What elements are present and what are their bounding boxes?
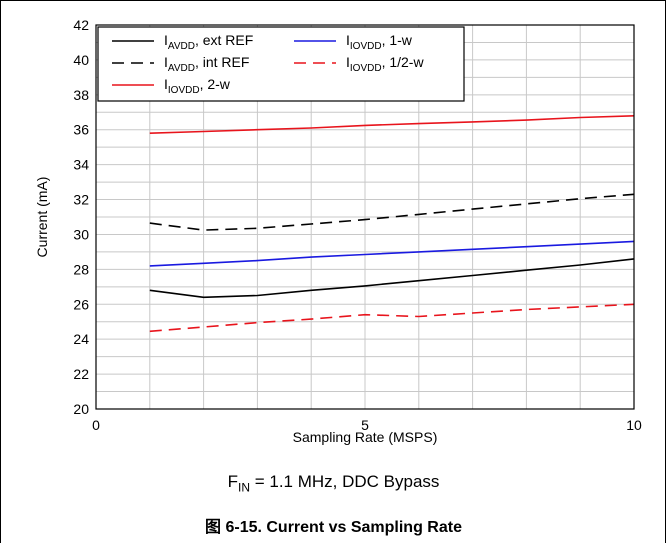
y-tick-label: 38	[73, 87, 89, 103]
y-tick-label: 32	[73, 192, 89, 208]
series-line-3	[149, 115, 635, 134]
x-tick-label: 10	[626, 417, 642, 433]
y-tick-label: 24	[73, 331, 89, 347]
y-tick-label: 20	[73, 401, 89, 417]
x-tick-label: 5	[361, 417, 369, 433]
plot-area	[95, 24, 635, 410]
x-axis-label: Sampling Rate (MSPS)	[293, 429, 438, 445]
test-condition: FIN = 1.1 MHz, DDC Bypass	[227, 472, 440, 495]
series-line-2	[149, 193, 635, 231]
legend-label: IIOVDD, 1-w	[346, 32, 413, 52]
legend-label: IAVDD, int REF	[164, 54, 249, 74]
series-line-5	[149, 303, 635, 333]
y-tick-label: 30	[73, 226, 89, 242]
series-line-1	[149, 258, 635, 299]
tick-labels: 20 22 24 26 28 30 32 34 36 38 40 42 0 5 10	[73, 17, 642, 433]
series-layer	[149, 115, 635, 333]
x-tick-label: 0	[92, 417, 100, 433]
y-tick-label: 34	[73, 157, 89, 173]
chart: 20 22 24 26 28 30 32 34 36 38 40 42 0 5 10 Sampling Ra…	[34, 17, 642, 445]
y-tick-label: 22	[73, 366, 89, 382]
legend-label: IIOVDD, 1/2-w	[346, 54, 424, 74]
figure-caption: 图 6-15. Current vs Sampling Rate	[205, 519, 462, 536]
y-tick-label: 40	[73, 52, 89, 68]
y-axis-label: Current (mA)	[34, 177, 50, 258]
legend-box	[97, 26, 465, 102]
y-tick-label: 26	[73, 296, 89, 312]
series-line-4	[149, 240, 635, 267]
y-tick-label: 28	[73, 261, 89, 277]
legend-label: IAVDD, ext REF	[164, 32, 253, 52]
legend-label: IIOVDD, 2-w	[164, 76, 231, 96]
y-tick-label: 42	[73, 17, 89, 33]
y-tick-label: 36	[73, 122, 89, 138]
